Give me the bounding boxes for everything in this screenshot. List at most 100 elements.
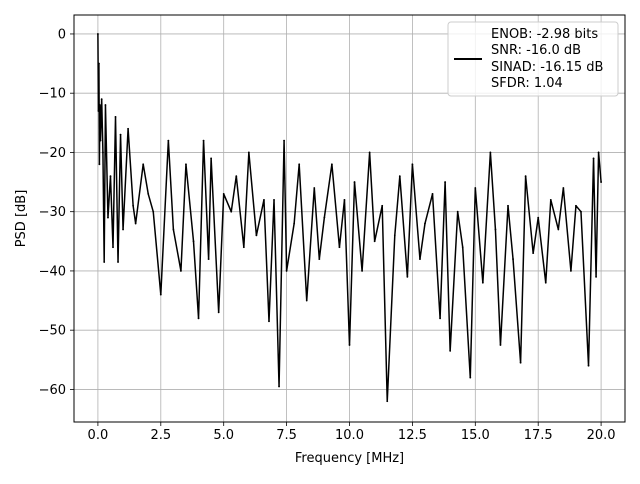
series-layer bbox=[97, 33, 602, 403]
psd-data-point bbox=[343, 198, 346, 201]
psd-data-point bbox=[419, 258, 421, 260]
psd-data-point bbox=[104, 104, 107, 106]
psd-data-point bbox=[152, 210, 155, 213]
psd-data-point bbox=[549, 198, 552, 201]
x-axis-label: Frequency [MHz] bbox=[295, 451, 404, 466]
psd-data-point bbox=[112, 246, 114, 249]
psd-data-point bbox=[263, 198, 265, 201]
psd-data-point bbox=[100, 98, 103, 101]
psd-data-point bbox=[580, 210, 582, 213]
psd-data-point bbox=[273, 198, 275, 201]
y-tick-label: −40 bbox=[39, 264, 66, 279]
psd-data-point bbox=[507, 204, 509, 207]
psd-data-point bbox=[489, 151, 492, 154]
psd-data-point bbox=[461, 246, 464, 249]
y-tick-label: −60 bbox=[39, 383, 66, 398]
psd-data-point bbox=[235, 175, 238, 178]
x-tick-label: 15.0 bbox=[461, 428, 490, 443]
psd-data-point bbox=[247, 151, 250, 154]
x-axis-ticks: 0.0 2.5 5.0 7.5 10.0 12.5 15.0 17.5 20.0 bbox=[88, 422, 616, 443]
legend-snr: SNR: -16.0 dB bbox=[491, 43, 581, 58]
x-tick-label: 10.0 bbox=[335, 428, 364, 443]
psd-data-point bbox=[172, 228, 175, 231]
psd-data-point bbox=[499, 344, 502, 346]
psd-data-point bbox=[217, 311, 220, 314]
x-tick-label: 17.5 bbox=[524, 428, 553, 443]
psd-data-point bbox=[597, 151, 600, 154]
y-tick-label: −30 bbox=[39, 205, 66, 220]
psd-data-point bbox=[592, 157, 595, 160]
psd-data-point bbox=[202, 139, 205, 142]
psd-data-point bbox=[107, 216, 109, 219]
y-tick-label: 0 bbox=[58, 27, 66, 42]
psd-data-point bbox=[103, 261, 106, 263]
legend-sinad: SINAD: -16.15 dB bbox=[491, 60, 603, 75]
y-tick-label: −50 bbox=[39, 324, 66, 339]
psd-data-point bbox=[330, 163, 333, 166]
psd-data-point bbox=[481, 281, 484, 284]
psd-data-point bbox=[338, 246, 341, 249]
psd-data-point bbox=[134, 222, 137, 225]
psd-data-point bbox=[444, 181, 447, 183]
psd-data-point bbox=[469, 376, 472, 379]
x-tick-label: 7.5 bbox=[276, 428, 297, 443]
psd-data-point bbox=[449, 350, 452, 352]
x-tick-label: 20.0 bbox=[587, 428, 616, 443]
psd-series-line-0 bbox=[97, 33, 602, 403]
psd-data-point bbox=[102, 151, 104, 154]
psd-data-point bbox=[398, 175, 401, 178]
psd-data-point bbox=[97, 33, 99, 35]
psd-data-point bbox=[142, 163, 145, 166]
x-tick-label: 12.5 bbox=[398, 428, 427, 443]
psd-data-point bbox=[185, 163, 187, 166]
psd-data-point bbox=[386, 400, 389, 403]
psd-data-point bbox=[305, 299, 308, 302]
psd-data-point bbox=[411, 163, 414, 166]
psd-data-point bbox=[361, 270, 363, 272]
legend-box bbox=[447, 21, 619, 97]
x-tick-label: 0.0 bbox=[88, 428, 109, 443]
psd-data-point bbox=[519, 361, 522, 364]
psd-data-point bbox=[255, 234, 258, 237]
psd-data-point bbox=[557, 228, 560, 231]
psd-data-point bbox=[98, 62, 100, 65]
psd-data-point bbox=[431, 193, 434, 195]
psd-data-point bbox=[99, 139, 102, 142]
psd-data-point bbox=[512, 258, 514, 260]
legend-enob: ENOB: -2.98 bits bbox=[491, 27, 598, 42]
psd-data-point bbox=[132, 204, 135, 207]
y-tick-label: −10 bbox=[39, 87, 66, 102]
psd-data-point bbox=[268, 320, 270, 323]
psd-data-point bbox=[119, 133, 122, 136]
psd-data-point bbox=[207, 258, 210, 260]
psd-data-point bbox=[537, 216, 540, 219]
psd-data-point bbox=[524, 175, 527, 178]
psd-data-point bbox=[575, 204, 577, 207]
psd-data-point bbox=[283, 139, 285, 142]
psd-data-point bbox=[373, 240, 376, 243]
psd-data-point bbox=[114, 116, 117, 118]
psd-data-point bbox=[600, 181, 602, 183]
psd-data-point bbox=[127, 127, 129, 130]
psd-data-point bbox=[180, 270, 182, 272]
psd-data-point bbox=[192, 240, 195, 243]
psd-data-point bbox=[570, 270, 572, 272]
psd-data-point bbox=[318, 258, 321, 260]
psd-data-point bbox=[353, 181, 356, 183]
psd-data-point bbox=[381, 204, 384, 207]
psd-data-point bbox=[97, 110, 100, 112]
psd-data-point bbox=[147, 193, 150, 195]
psd-data-point bbox=[406, 275, 409, 278]
psd-data-point bbox=[439, 317, 441, 320]
psd-data-point bbox=[167, 139, 170, 142]
psd-data-point bbox=[368, 151, 371, 154]
psd-data-point bbox=[313, 187, 316, 189]
psd-data-point bbox=[109, 175, 112, 178]
psd-data-point bbox=[562, 187, 565, 189]
y-axis-label: PSD [dB] bbox=[14, 190, 29, 248]
psd-data-point bbox=[532, 252, 535, 255]
psd-data-point bbox=[285, 270, 288, 272]
psd-data-point bbox=[222, 193, 225, 195]
